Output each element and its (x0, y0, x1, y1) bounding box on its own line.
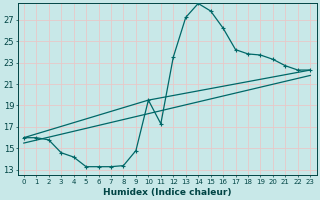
X-axis label: Humidex (Indice chaleur): Humidex (Indice chaleur) (103, 188, 231, 197)
